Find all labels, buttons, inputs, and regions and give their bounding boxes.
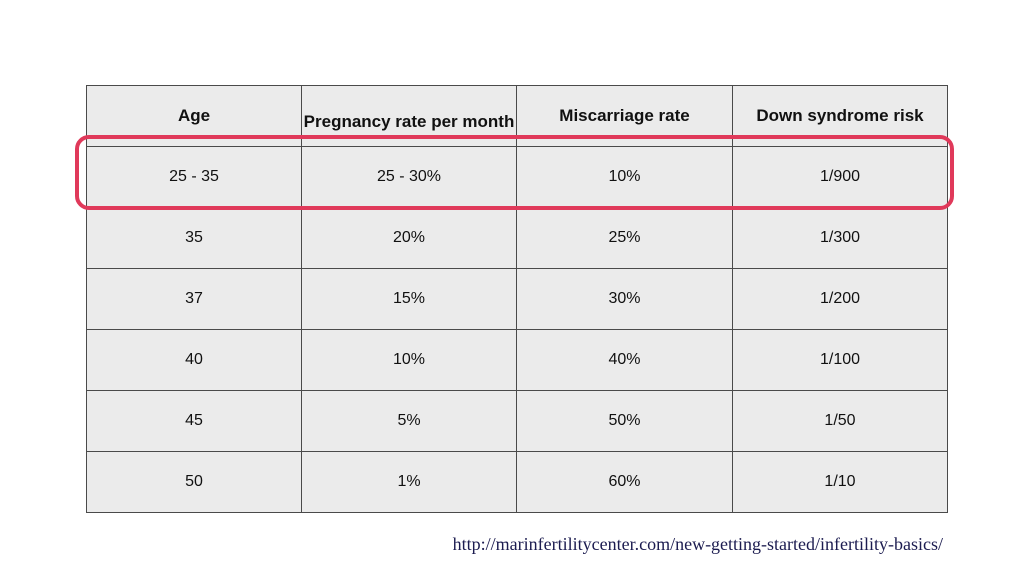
header-down-syndrome-risk: Down syndrome risk <box>732 85 948 147</box>
cell-age: 50 <box>86 451 302 513</box>
cell-pregnancy-rate: 25 - 30% <box>301 146 517 208</box>
header-age: Age <box>86 85 302 147</box>
header-pregnancy-rate: Pregnancy rate per month <box>301 85 517 147</box>
cell-pregnancy-rate: 5% <box>301 390 517 452</box>
cell-age: 45 <box>86 390 302 452</box>
cell-pregnancy-rate: 10% <box>301 329 517 391</box>
table-row: 45 5% 50% 1/50 <box>86 390 948 452</box>
header-pregnancy-rate-label: Pregnancy rate per month <box>303 112 515 131</box>
table-row: 50 1% 60% 1/10 <box>86 451 948 513</box>
table-row: 40 10% 40% 1/100 <box>86 329 948 391</box>
cell-miscarriage-rate: 25% <box>516 207 733 269</box>
cell-age: 35 <box>86 207 302 269</box>
cell-down-syndrome-risk: 1/300 <box>732 207 948 269</box>
cell-age: 40 <box>86 329 302 391</box>
cell-miscarriage-rate: 40% <box>516 329 733 391</box>
source-url: http://marinfertilitycenter.com/new-gett… <box>452 534 943 554</box>
table-row: 35 20% 25% 1/300 <box>86 207 948 269</box>
cell-down-syndrome-risk: 1/200 <box>732 268 948 330</box>
cell-miscarriage-rate: 10% <box>516 146 733 208</box>
cell-miscarriage-rate: 60% <box>516 451 733 513</box>
table-row: 25 - 35 25 - 30% 10% 1/900 <box>86 146 948 208</box>
cell-down-syndrome-risk: 1/50 <box>732 390 948 452</box>
cell-miscarriage-rate: 30% <box>516 268 733 330</box>
cell-down-syndrome-risk: 1/900 <box>732 146 948 208</box>
cell-down-syndrome-risk: 1/100 <box>732 329 948 391</box>
cell-down-syndrome-risk: 1/10 <box>732 451 948 513</box>
cell-age: 37 <box>86 268 302 330</box>
cell-age: 25 - 35 <box>86 146 302 208</box>
cell-pregnancy-rate: 20% <box>301 207 517 269</box>
cell-pregnancy-rate: 15% <box>301 268 517 330</box>
fertility-age-table: Age Pregnancy rate per month Miscarriage… <box>86 85 948 513</box>
table-row: 37 15% 30% 1/200 <box>86 268 948 330</box>
cell-pregnancy-rate: 1% <box>301 451 517 513</box>
table-header-row: Age Pregnancy rate per month Miscarriage… <box>86 85 948 147</box>
header-miscarriage-rate: Miscarriage rate <box>516 85 733 147</box>
cell-miscarriage-rate: 50% <box>516 390 733 452</box>
